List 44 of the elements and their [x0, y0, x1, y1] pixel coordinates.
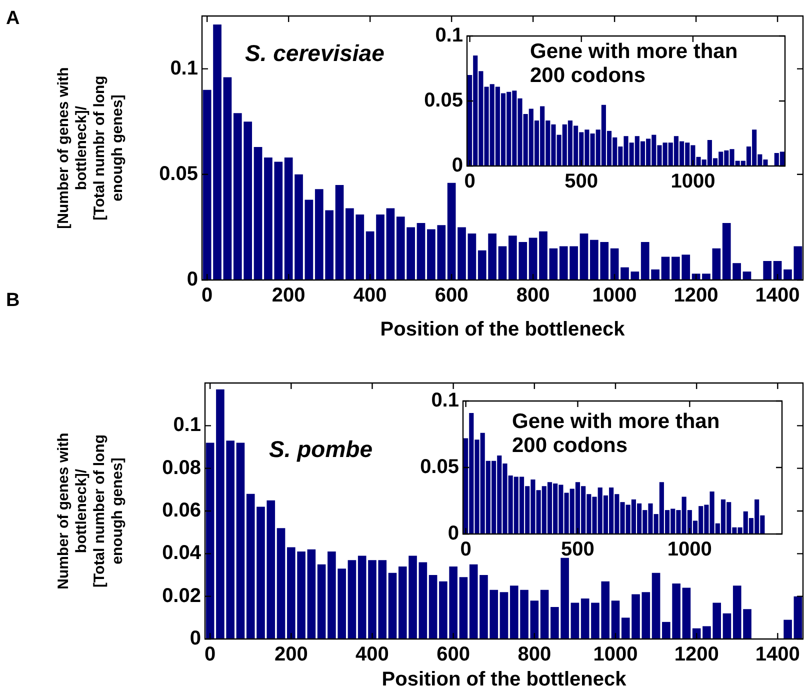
y-tick-label: 0: [452, 154, 463, 177]
y-tick-label: 0.05: [424, 90, 463, 112]
x-axis-title: Position of the bottleneck: [382, 668, 628, 691]
y-tick-label: 0.08: [162, 456, 201, 479]
y-tick-label: 0.1: [170, 57, 198, 80]
y-tick-label: 0: [190, 628, 201, 650]
x-tick-label: 800: [518, 644, 552, 666]
y-tick-label: 0.1: [431, 390, 459, 412]
x-tick-label: 400: [356, 644, 389, 666]
y-tick-label: 0.1: [173, 414, 201, 436]
text: B: [6, 290, 21, 312]
x-tick-label: 1200: [674, 644, 719, 666]
y-tick-label: 0.1: [435, 24, 463, 47]
y-axis-title: Number of genes with bottleneck]/ [Total number of long enough genes]: [55, 432, 126, 590]
x-tick-label: 1000: [667, 538, 712, 561]
y-tick-label: 0.02: [162, 584, 201, 607]
text: A: [6, 8, 21, 30]
x-tick-label: 1000: [592, 284, 637, 307]
y-tick-label: 0.06: [162, 500, 201, 522]
x-tick-label: 1000: [670, 170, 716, 193]
y-tick-label: 0.04: [162, 542, 202, 564]
x-tick-label: 500: [564, 170, 598, 193]
annotation: Gene with more than 200 codons: [530, 40, 739, 88]
x-tick-label: 800: [516, 284, 550, 307]
y-tick-label: 0: [448, 522, 459, 545]
x-tick-label: 1200: [674, 284, 718, 307]
y-tick-label: 0.05: [420, 456, 459, 478]
x-tick-label: 1400: [755, 644, 800, 666]
annotation: S. pombe: [269, 436, 373, 462]
y-tick-label: 0: [186, 268, 198, 291]
annotation: Gene with more than 200 codons: [512, 410, 721, 458]
x-tick-label: 600: [436, 644, 470, 666]
x-tick-label: 400: [353, 284, 387, 307]
x-tick-label: 200: [274, 644, 308, 666]
x-tick-label: 500: [561, 538, 594, 561]
x-tick-label: 1000: [593, 644, 638, 666]
x-tick-label: 600: [434, 284, 468, 307]
y-axis-title: [Number of genes with bottleneck]/ [Total numbr of long enough genes]: [55, 67, 126, 229]
y-tick-label: 0.05: [159, 162, 198, 185]
x-tick-label: 1400: [755, 284, 800, 307]
annotation: S. cerevisiae: [245, 40, 384, 66]
x-tick-label: 0: [204, 644, 216, 666]
x-axis-title: Position of the bottleneck: [380, 318, 626, 341]
x-tick-label: 200: [272, 284, 306, 307]
